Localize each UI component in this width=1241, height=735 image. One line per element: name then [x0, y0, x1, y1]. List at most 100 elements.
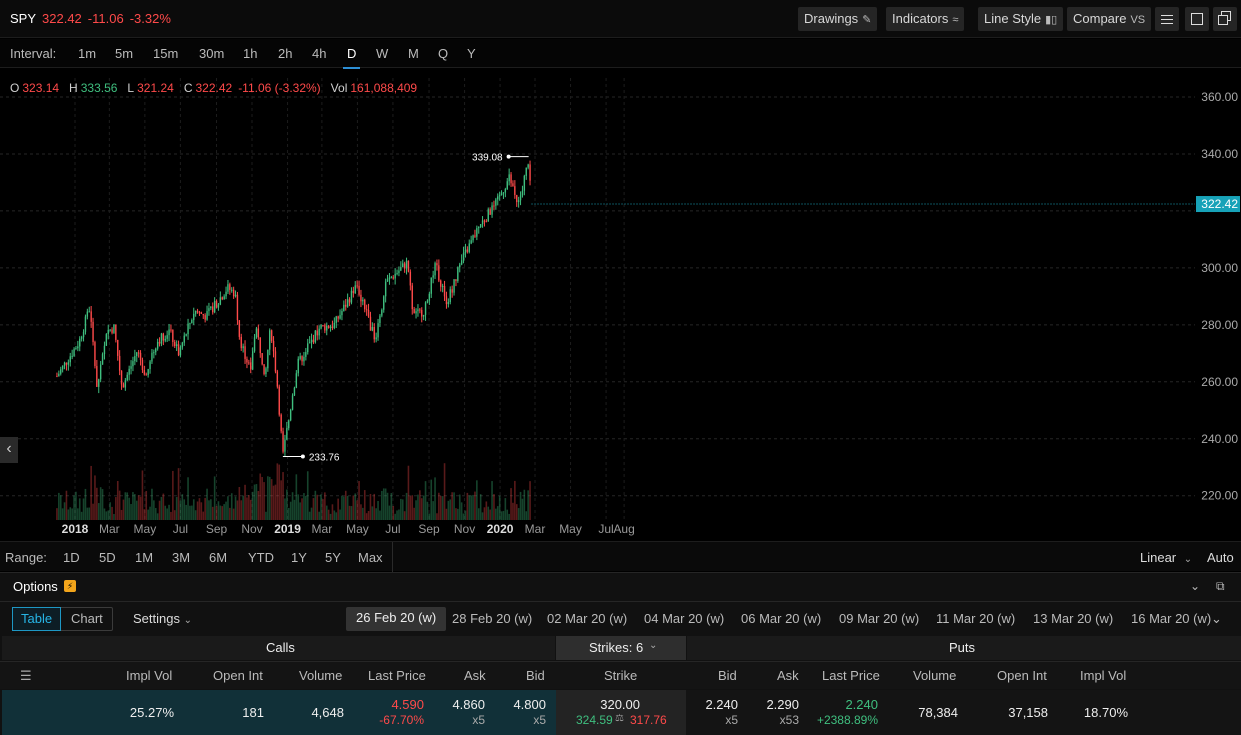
volume-bar — [495, 508, 497, 520]
expiration-date[interactable]: 28 Feb 20 (w) — [452, 611, 533, 626]
col-put-open-int[interactable]: Open Int — [997, 668, 1047, 683]
interval-d[interactable]: D — [342, 46, 361, 69]
interval-2h[interactable]: 2h — [278, 46, 293, 61]
candle-body — [459, 264, 461, 268]
x-axis-label: Aug — [613, 522, 634, 536]
candle-body — [512, 183, 514, 187]
interval-5m[interactable]: 5m — [115, 46, 134, 61]
col-call-ask[interactable]: Ask — [464, 668, 486, 683]
auto-scale-button[interactable]: Auto — [1207, 550, 1234, 565]
scale-icon: ⚖ — [615, 713, 624, 724]
fullscreen-icon[interactable] — [1185, 7, 1209, 31]
expiration-date[interactable]: 06 Mar 20 (w) — [741, 611, 822, 626]
expiration-date[interactable]: 04 Mar 20 (w) — [644, 611, 725, 626]
range-1d[interactable]: 1D — [63, 550, 80, 565]
compare-button[interactable]: Compare VS — [1067, 7, 1152, 31]
interval-30m[interactable]: 30m — [199, 46, 225, 61]
volume-bar — [381, 490, 383, 520]
interval-q[interactable]: Q — [438, 46, 449, 61]
candle-body — [105, 334, 108, 346]
line-style-button[interactable]: Line Style ▮▯ — [978, 7, 1064, 31]
list-menu-icon[interactable]: ☰ — [20, 668, 32, 683]
interval-1m[interactable]: 1m — [78, 46, 97, 61]
candle-body — [472, 235, 474, 241]
volume-bar — [177, 468, 180, 520]
col-put-last-price[interactable]: Last Price — [822, 668, 880, 683]
candle-body — [379, 315, 381, 324]
range-6m[interactable]: 6M — [209, 550, 228, 565]
price-chart[interactable]: 339.08 233.76 360.00 340.00 300.00 280.00 260.… — [0, 68, 1241, 540]
col-put-bid[interactable]: Bid — [718, 668, 737, 683]
range-5d[interactable]: 5D — [99, 550, 116, 565]
popout-window-icon[interactable] — [1213, 7, 1237, 31]
candle-body — [424, 302, 427, 315]
col-put-ask[interactable]: Ask — [777, 668, 799, 683]
tab-table[interactable]: Table — [12, 607, 62, 631]
chevron-left-icon[interactable]: ‹ — [0, 437, 18, 463]
col-call-impl-vol[interactable]: Impl Vol — [126, 668, 173, 683]
interval-m[interactable]: M — [408, 46, 419, 61]
candle-body — [213, 300, 216, 313]
settings-sliders-icon[interactable] — [1155, 7, 1179, 31]
drawings-button[interactable]: Drawings ✎ — [798, 7, 878, 31]
interval-15m[interactable]: 15m — [153, 46, 179, 61]
interval-1h[interactable]: 1h — [243, 46, 258, 61]
col-put-volume[interactable]: Volume — [913, 668, 957, 683]
expiration-date[interactable]: 26 Feb 20 (w) — [346, 607, 447, 631]
symbol-label: SPY — [10, 11, 37, 26]
call-last-price: 4.590 — [391, 697, 424, 712]
range-1m[interactable]: 1M — [135, 550, 154, 565]
tab-chart[interactable]: Chart — [71, 611, 103, 626]
range-max[interactable]: Max — [358, 550, 383, 565]
col-call-volume[interactable]: Volume — [299, 668, 343, 683]
candle-body — [65, 362, 68, 365]
volume-bar — [447, 500, 450, 520]
expiration-date[interactable]: 09 Mar 20 (w) — [839, 611, 920, 626]
range-ytd[interactable]: YTD — [248, 550, 274, 565]
candle-body — [305, 352, 307, 357]
volume-bar — [172, 470, 174, 520]
settings-dropdown[interactable]: Settings ⌄ — [133, 611, 192, 626]
popout-icon[interactable]: ⧉ — [1216, 579, 1225, 593]
interval-y[interactable]: Y — [467, 46, 476, 61]
col-strike[interactable]: Strike — [604, 668, 638, 683]
candle-body — [208, 308, 210, 312]
candle-body — [225, 291, 227, 297]
volume-bar — [305, 495, 307, 520]
candle-body — [289, 409, 292, 421]
scale-dropdown[interactable]: Linear ⌄ — [1140, 550, 1192, 565]
col-put-impl-vol[interactable]: Impl Vol — [1080, 668, 1127, 683]
candle-body — [348, 299, 351, 303]
range-5y[interactable]: 5Y — [325, 550, 341, 565]
collapse-icon[interactable]: ⌄ — [1190, 579, 1201, 593]
table-row[interactable]: 25.27% 181 4,648 4.590 -67.70% 4.860 x5 … — [0, 690, 1241, 735]
expiration-date[interactable]: 16 Mar 20 (w) — [1131, 611, 1212, 626]
candle-body — [113, 324, 115, 333]
expiration-date[interactable]: 11 Mar 20 (w) — [936, 611, 1016, 626]
candle-body — [58, 373, 60, 377]
indicators-button[interactable]: Indicators ≈ — [886, 7, 965, 31]
interval-w[interactable]: W — [376, 46, 389, 61]
volume-bar — [215, 506, 218, 520]
candle-body — [326, 325, 328, 331]
volume-bar — [280, 480, 282, 520]
expiration-date[interactable]: 02 Mar 20 (w) — [547, 611, 628, 626]
candle-body — [130, 366, 132, 369]
candle-body — [232, 289, 235, 297]
range-3m[interactable]: 3M — [172, 550, 191, 565]
range-1y[interactable]: 1Y — [291, 550, 307, 565]
strikes-dropdown[interactable]: Strikes: 6 ⌄ — [556, 636, 686, 660]
strikes-label: Strikes: 6 — [589, 640, 644, 655]
col-call-bid[interactable]: Bid — [526, 668, 545, 683]
call-open-int: 181 — [242, 705, 264, 720]
col-call-last-price[interactable]: Last Price — [368, 668, 426, 683]
volume-bar — [306, 471, 309, 520]
interval-4h[interactable]: 4h — [312, 46, 327, 61]
volume-bar — [358, 481, 360, 520]
expiration-date[interactable]: 13 Mar 20 (w) — [1033, 611, 1114, 626]
chevron-down-icon[interactable]: ⌄ — [1211, 611, 1222, 626]
col-call-open-int[interactable]: Open Int — [213, 668, 263, 683]
calls-group-header: Calls — [2, 636, 555, 660]
volume-bar — [111, 506, 113, 520]
volume-bar — [485, 501, 488, 520]
